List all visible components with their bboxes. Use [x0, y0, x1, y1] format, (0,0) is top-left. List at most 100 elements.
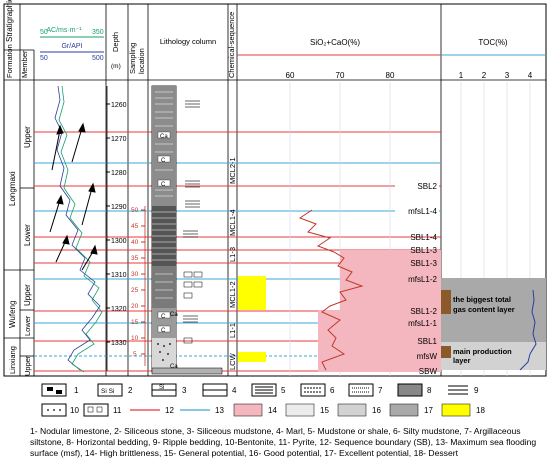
boundary-labels: SBL2 mfsL1-4 SBL1-4 SBL1-3 SBL1-3 mfsL1-…	[395, 181, 439, 376]
label-sbl1-3b: SBL1-3	[410, 259, 437, 268]
sio2-header: SiO₂+CaO(%)	[310, 38, 360, 47]
sample-10: 10	[131, 335, 139, 342]
legend-num-18: 18	[476, 406, 485, 415]
seq-mcl2-1: MCL2-1	[228, 157, 237, 184]
label-sbl2: SBL2	[417, 182, 437, 191]
gr-max: 500	[92, 55, 104, 62]
legend-num-2: 2	[128, 386, 133, 395]
sample-5: 5	[133, 351, 137, 358]
formation-linxiang: Linxiang	[8, 346, 17, 374]
seq-l1-1: L1-1	[228, 323, 237, 338]
seq-mcl1-2: MCL1-2	[228, 281, 237, 308]
formation-header: Formation	[5, 44, 14, 78]
depth-1320: 1320	[111, 306, 127, 313]
sampling-header-line1: Sampling	[128, 43, 137, 74]
lith-label-c4: C	[161, 328, 166, 334]
sample-30: 30	[131, 271, 139, 278]
depth-1270: 1270	[111, 136, 127, 143]
sample-ticks: 50 45 40 35 30 25 20 15 10 5	[131, 207, 145, 358]
formation-wufeng: Wufeng	[8, 301, 17, 328]
log-curves	[54, 85, 103, 373]
ripple-symbols	[183, 271, 203, 344]
high-brittleness-zone-a	[340, 250, 441, 310]
sio2-tick-70: 70	[336, 71, 345, 80]
seq-l1-3: L1-3	[228, 247, 237, 262]
legend-num-15: 15	[320, 406, 329, 415]
legend-si2-symbol: Si	[159, 385, 164, 391]
depth-1330: 1330	[111, 340, 127, 347]
legend-symbols: 1 Si Si 2 Si 3 4 5 6 7 8 9 10 11 12 13 1…	[41, 383, 485, 417]
sample-20: 20	[131, 303, 139, 310]
sequence-labels: MCL2-1 MCL1-4 L1-3 MCL1-2 L1-1 LCW	[228, 157, 237, 370]
depth-unit: (m)	[111, 63, 121, 70]
lith-label-c3: C	[161, 314, 166, 320]
legend-num-13: 13	[215, 406, 224, 415]
legend-num-4: 4	[232, 386, 237, 395]
sio2-tick-60: 60	[286, 71, 295, 80]
stratigraphic-system-header: Stratigraphic system	[5, 0, 14, 42]
ac-max: 350	[92, 29, 104, 36]
toc-tick-1: 1	[459, 71, 464, 80]
member-wufeng-upper: Upper	[23, 284, 32, 306]
lith-label-ca2: Ca	[170, 312, 178, 318]
figure-frame	[3, 3, 547, 377]
legend-num-1: 1	[74, 386, 79, 395]
chemical-sequence-header: Chemical-sequence	[227, 12, 236, 78]
ac-min: 50	[40, 29, 48, 36]
production-annotation-line1: main production	[453, 347, 512, 356]
toc-tick-2: 2	[482, 71, 487, 80]
dessert-zone	[238, 276, 266, 310]
lith-label-c1: C	[161, 158, 166, 164]
legend-num-9: 9	[474, 386, 479, 395]
good-potential-zone	[441, 342, 546, 370]
label-sbl1-4: SBL1-4	[410, 233, 437, 242]
depth-1260: 1260	[111, 102, 127, 109]
legend-num-16: 16	[372, 406, 381, 415]
formation-longmaxi: Longmaxi	[8, 171, 17, 206]
label-mfsl1-2: mfsL1-2	[408, 275, 437, 284]
seq-mcl1-4: MCL1-4	[228, 209, 237, 236]
legend-si-symbol: Si Si	[101, 388, 114, 395]
legend-description: 1- Nodular limestone, 2- Siliceous stone…	[30, 426, 537, 458]
sample-35: 35	[131, 255, 139, 262]
member-longmaxi-lower: Lower	[23, 224, 32, 246]
lithology-column: Ca C C C C Ca Ca	[151, 85, 223, 375]
gas-marker	[441, 290, 451, 314]
depth-1280: 1280	[111, 170, 127, 177]
depth-ticks: 1260 1270 1280 1290 1300 1310 1320 1330	[106, 102, 127, 347]
depth-1290: 1290	[111, 204, 127, 211]
toc-curve	[519, 289, 537, 371]
legend-num-8: 8	[427, 386, 432, 395]
toc-tick-4: 4	[528, 71, 533, 80]
sample-25: 25	[131, 287, 139, 294]
depth-header: Depth	[111, 32, 120, 52]
lith-label-ca3: Ca	[170, 364, 178, 370]
lith-label-c2: C	[161, 182, 166, 188]
gas-annotation-line1: the biggest total	[453, 295, 511, 304]
label-sbl1-3a: SBL1-3	[410, 246, 437, 255]
gas-annotation-line2: gas content layer	[453, 305, 515, 314]
member-linxiang-upper: Upper	[23, 355, 32, 376]
high-brittleness-zone-b	[318, 310, 441, 372]
legend-num-7: 7	[378, 386, 383, 395]
label-sbw: SBW	[419, 367, 438, 376]
label-mfsw: mfsW	[417, 352, 438, 361]
sampling-header-line2: location	[137, 48, 146, 74]
legend-num-10: 10	[70, 406, 79, 415]
legend-num-17: 17	[424, 406, 433, 415]
production-annotation-line2: layer	[453, 356, 471, 365]
production-marker	[441, 346, 451, 358]
label-sbl1-2: SBL1-2	[410, 307, 437, 316]
member-longmaxi-upper: Upper	[23, 126, 32, 148]
sample-50: 50	[131, 207, 139, 214]
legend-num-11: 11	[113, 406, 122, 415]
member-wufeng-lower: Lower	[23, 315, 32, 336]
label-mfsl1-4: mfsL1-4	[408, 207, 437, 216]
sample-40: 40	[131, 239, 139, 246]
lith-label-ca: Ca	[160, 134, 168, 140]
dessert-zone-2	[238, 352, 266, 362]
legend-num-14: 14	[268, 406, 277, 415]
toc-tick-3: 3	[505, 71, 510, 80]
sio2-curve	[298, 209, 364, 371]
